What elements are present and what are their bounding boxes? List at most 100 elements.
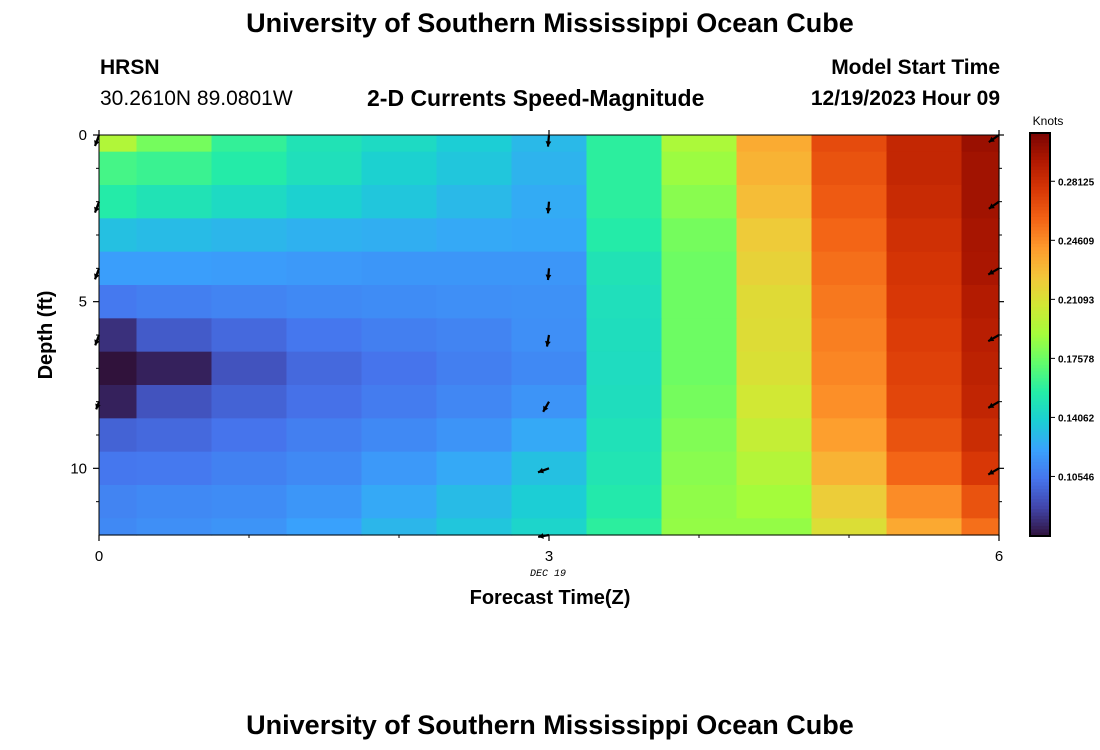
heatmap-cell: [886, 518, 963, 536]
colorbar-segment: [1030, 206, 1050, 211]
colorbar-segment: [1030, 455, 1050, 460]
heatmap-cell: [286, 285, 363, 319]
colorbar-segment: [1030, 280, 1050, 285]
colorbar-segment: [1030, 495, 1050, 500]
colorbar-segment: [1030, 200, 1050, 205]
colorbar-segment: [1030, 159, 1050, 164]
colorbar-segment: [1030, 448, 1050, 453]
heatmap-cell: [961, 351, 1000, 386]
currents-heatmap-chart: 0 3 6 0 5 10 Forecast Time(Z) Depth (ft) Knot…: [35, 114, 1095, 609]
heatmap-cell: [286, 151, 363, 186]
colorbar-segment: [1030, 334, 1050, 339]
heatmap-cell: [886, 185, 963, 219]
colorbar-segment: [1030, 310, 1050, 315]
heatmap-cell: [661, 451, 738, 486]
colorbar-segment: [1030, 146, 1050, 151]
colorbar-segment: [1030, 428, 1050, 433]
heatmap-cell: [436, 351, 513, 386]
colorbar-segment: [1030, 344, 1050, 349]
axes: 0 3 6 0 5 10: [70, 127, 1004, 565]
colorbar-segment: [1030, 186, 1050, 191]
colorbar-segment: [1030, 421, 1050, 426]
current-vector-arrow: [93, 267, 101, 280]
colorbar-segment: [1030, 475, 1050, 480]
heatmap-cell: [286, 135, 363, 153]
colorbar-segment: [1030, 512, 1050, 517]
bottom-title: University of Southern Mississippi Ocean…: [246, 710, 854, 740]
heatmap-cell: [736, 385, 813, 419]
x-tick-label: 0: [95, 548, 103, 565]
heatmap-cell: [886, 385, 963, 419]
heatmap-cell: [886, 285, 963, 319]
heatmap-cell: [886, 485, 963, 519]
colorbar-segment: [1030, 341, 1050, 346]
colorbar-segment: [1030, 468, 1050, 473]
heatmap-cell: [661, 151, 738, 186]
date-label: DEC 19: [530, 569, 567, 580]
model-start-label: Model Start Time: [831, 56, 1000, 79]
heatmap-cell: [361, 518, 438, 536]
colorbar-segment: [1030, 378, 1050, 383]
heatmap-cell: [736, 218, 813, 253]
heatmap-cell: [811, 185, 888, 219]
colorbar-segment: [1030, 408, 1050, 413]
heatmap-cell: [361, 251, 438, 286]
colorbar-tick-label: 0.10546: [1058, 472, 1095, 483]
heatmap-cell: [886, 318, 963, 353]
heatmap-cell: [661, 185, 738, 219]
heatmap-cell: [736, 418, 813, 453]
heatmap-cell: [211, 285, 288, 319]
colorbar-tick-label: 0.17578: [1058, 354, 1095, 365]
colorbar-segment: [1030, 284, 1050, 289]
heatmap-cell: [99, 185, 138, 219]
colorbar: 0.10546 0.14062 0.17578 0.21093 0.24609 0.281…: [1029, 132, 1095, 537]
heatmap-cell: [99, 518, 138, 536]
current-vector-arrow: [542, 401, 550, 413]
colorbar-segment: [1030, 452, 1050, 456]
heatmap-cell: [99, 251, 138, 286]
heatmap-cell: [286, 418, 363, 453]
heatmap-cell: [211, 251, 288, 286]
heatmap-cell: [361, 185, 438, 219]
current-vector-arrow: [537, 467, 550, 474]
colorbar-segment: [1030, 522, 1050, 527]
heatmap-cell: [586, 151, 663, 186]
heatmap-cell: [286, 251, 363, 286]
colorbar-segment: [1030, 190, 1050, 195]
heatmap-cell: [211, 418, 288, 453]
heatmap-cell: [99, 285, 138, 319]
heatmap-cell: [286, 351, 363, 386]
heatmap-cell: [436, 451, 513, 486]
heatmap-cell: [99, 351, 138, 386]
heatmap-cell: [99, 135, 138, 153]
colorbar-segment: [1030, 263, 1050, 268]
colorbar-segment: [1030, 482, 1050, 487]
heatmap-cell: [736, 251, 813, 286]
heatmap-cell: [136, 285, 213, 319]
colorbar-segment: [1030, 143, 1050, 148]
heatmap-cell: [736, 151, 813, 186]
heatmap-cell: [661, 485, 738, 519]
colorbar-segment: [1030, 250, 1050, 255]
current-vectors: [93, 134, 1000, 539]
heatmap-cell: [361, 151, 438, 186]
colorbar-tick-label: 0.14062: [1058, 413, 1095, 424]
heatmap-cell: [886, 451, 963, 486]
top-title: University of Southern Mississippi Ocean…: [246, 8, 854, 38]
heatmap-cell: [136, 135, 213, 153]
heatmap-cell: [511, 485, 588, 519]
colorbar-segment: [1030, 297, 1050, 302]
colorbar-segment: [1030, 237, 1050, 242]
heatmap-cell: [211, 185, 288, 219]
colorbar-tick-label: 0.28125: [1058, 177, 1095, 188]
colorbar-segment: [1030, 354, 1050, 359]
colorbar-segment: [1030, 505, 1050, 510]
heatmap-cell: [436, 518, 513, 536]
colorbar-segment: [1030, 230, 1050, 235]
heatmap-cell: [211, 518, 288, 536]
colorbar-segment: [1030, 398, 1050, 403]
current-vector-arrow: [94, 334, 101, 346]
heatmap-cell: [961, 251, 1000, 286]
colorbar-segment: [1030, 388, 1050, 393]
heatmap-cell: [736, 451, 813, 486]
